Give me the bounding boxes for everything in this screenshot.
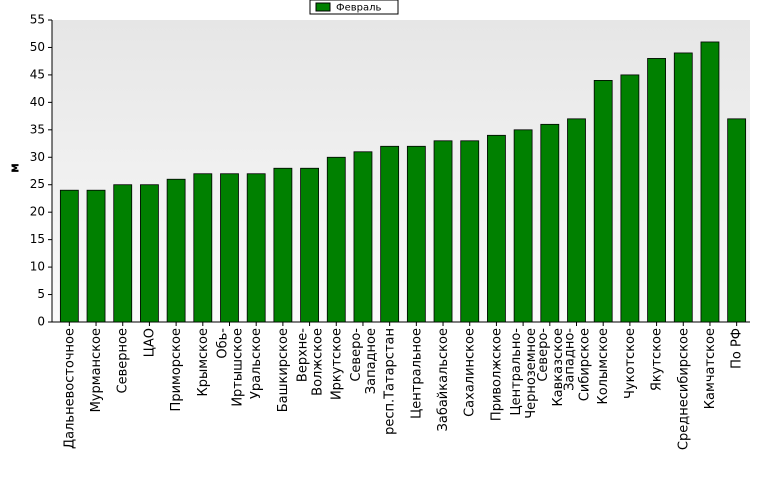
x-tick-label: Якутское [650, 328, 665, 391]
bar [460, 140, 480, 323]
bar [246, 173, 266, 323]
bar [513, 129, 533, 323]
x-tick-label: Крымское [196, 328, 211, 397]
bar [380, 145, 400, 323]
x-tick-label: респ.Татарстан [383, 328, 398, 435]
bar [59, 189, 79, 323]
legend-swatch [315, 2, 331, 12]
x-tick-label: Приморское [169, 328, 184, 411]
bar [140, 184, 159, 323]
legend-label: Февраль [336, 3, 382, 14]
bar [727, 118, 747, 323]
y-tick-label: 10 [30, 260, 45, 274]
x-tick-label: Чукотское [623, 328, 638, 399]
bar [113, 184, 133, 323]
x-tick-label: Среднесибирское [676, 328, 691, 450]
x-tick-label: Мурманское [89, 328, 104, 412]
bar [406, 145, 426, 323]
y-tick-label: 35 [30, 122, 45, 136]
y-tick-label: 5 [37, 287, 45, 301]
bar [86, 189, 106, 323]
x-tick-label: Северо-Кавказское [536, 328, 566, 407]
bar [593, 80, 613, 323]
bar [326, 156, 346, 323]
y-tick-label: 45 [30, 67, 45, 81]
bar [273, 167, 293, 323]
y-tick-label: 25 [30, 177, 45, 191]
y-axis-label: м [8, 163, 22, 173]
x-tick-label: Камчатское [703, 328, 718, 409]
x-tick-label: Колымское [596, 328, 611, 405]
x-tick-label: Верхне-Волжское [296, 328, 326, 396]
y-tick-label: 55 [30, 13, 45, 27]
x-tick-label: Северное [116, 328, 131, 393]
x-tick-label: Башкирское [276, 328, 291, 412]
x-tick-label: ЦАО [142, 328, 157, 357]
y-tick-label: 40 [30, 95, 45, 109]
x-tick-label: Западно-Сибирское [563, 328, 593, 402]
legend-box [309, 0, 399, 15]
y-tick-label: 20 [30, 205, 45, 219]
x-tick-label: Обь-Иртышское [216, 328, 246, 407]
bar [166, 178, 186, 323]
bar [193, 173, 213, 323]
bar [300, 167, 319, 323]
y-tick-label: 30 [30, 150, 45, 164]
bar [620, 74, 640, 323]
y-tick-label: 0 [37, 315, 45, 329]
x-tick-label: Забайкальское [436, 328, 451, 431]
bar [353, 151, 373, 323]
bar [487, 134, 506, 323]
y-tick-label: 15 [30, 232, 45, 246]
bar [673, 52, 693, 323]
x-tick-label: Центральное [409, 328, 424, 419]
x-tick-label: Центрально-Черноземное [509, 328, 539, 419]
x-tick-label: Уральское [249, 328, 264, 399]
bar [700, 41, 720, 323]
bar [647, 58, 666, 323]
x-tick-label: Приволжское [489, 328, 504, 421]
x-tick-label: Северо-Западное [349, 328, 379, 395]
bar [433, 140, 453, 323]
x-tick-label: Иркутское [329, 328, 344, 400]
x-tick-label: Дальневосточное [62, 328, 77, 449]
bar [220, 173, 239, 323]
bar [567, 118, 586, 323]
bar [540, 123, 560, 323]
y-tick-label: 50 [30, 40, 45, 54]
x-tick-label: Сахалинское [463, 328, 478, 417]
x-tick-label: По РФ [730, 328, 745, 369]
